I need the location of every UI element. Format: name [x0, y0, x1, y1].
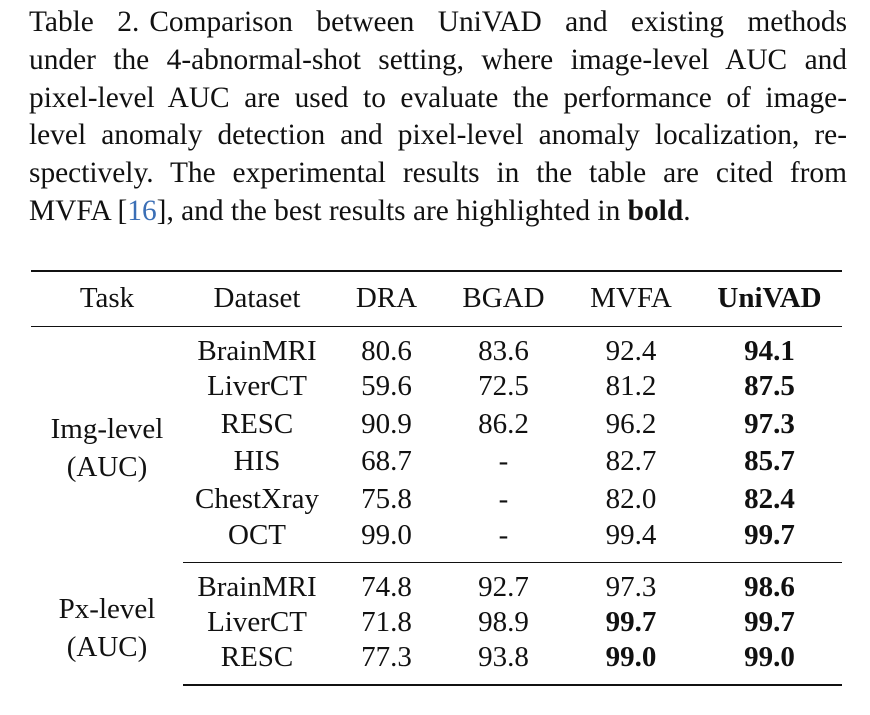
dra-cell: 71.8 [361, 606, 412, 639]
bgad-cell: 86.2 [478, 407, 529, 440]
caption-label: Table 2. [29, 6, 140, 38]
caption-text-6c: . [683, 194, 691, 227]
mvfa-cell: 99.4 [565, 518, 697, 563]
dra-cell: 74.8 [361, 570, 412, 603]
dataset-cell: ChestXray [194, 483, 320, 516]
mvfa-cell: 96.2 [605, 407, 657, 440]
header-mvfa: MVFA [565, 271, 697, 327]
table-header: Task Dataset DRA BGAD MVFA UniVAD [31, 271, 842, 327]
task-cell-px-level: Px-level (AUC) [31, 562, 183, 685]
px-level-group: Px-level (AUC) BrainMRI 74.8 92.7 97.3 98… [31, 562, 842, 687]
header-task: Task [31, 271, 183, 327]
results-table: Task Dataset DRA BGAD MVFA UniVAD Img-le… [31, 270, 842, 687]
table-caption: Table 2. Comparison between UniVAD and ex… [29, 4, 847, 231]
bgad-cell: 72.5 [478, 369, 529, 402]
dra-cell: 75.8 [361, 483, 412, 516]
univad-cell: 99.7 [697, 518, 842, 563]
img-level-group: Img-level (AUC) BrainMRI 80.6 83.6 92.4 9… [31, 326, 842, 563]
bgad-cell: - [498, 483, 509, 516]
dra-cell: 68.7 [361, 445, 412, 478]
header-dra: DRA [331, 271, 442, 327]
caption-line-4: level anomaly detection and pixel-level … [29, 119, 847, 152]
table-row: LiverCT 71.8 98.9 99.7 99.7 [31, 604, 842, 642]
bgad-cell: - [498, 445, 509, 478]
task-label-line1: Img-level [50, 413, 164, 446]
univad-cell: 82.4 [744, 483, 795, 516]
dataset-cell: LiverCT [207, 606, 307, 639]
table-row: Px-level (AUC) BrainMRI 74.8 92.7 97.3 98… [31, 562, 842, 663]
univad-cell: 99.0 [697, 641, 842, 687]
header-dataset: Dataset [183, 271, 331, 327]
table-row: LiverCT 59.6 72.5 81.2 87.5 [31, 368, 842, 406]
table-row: RESC 90.9 86.2 96.2 97.3 [31, 405, 842, 443]
dra-cell: 99.0 [331, 518, 442, 563]
univad-cell: 85.7 [744, 445, 795, 478]
caption-line-2: under the 4-abnormal-shot setting, where… [29, 43, 847, 76]
header-univad: UniVAD [697, 271, 842, 327]
task-label-line1: Px-level [58, 592, 156, 625]
mvfa-cell: 92.4 [605, 334, 657, 367]
table-row: RESC 77.3 93.8 99.0 99.0 [31, 641, 842, 687]
dataset-cell: BrainMRI [197, 334, 317, 367]
mvfa-cell: 82.0 [605, 483, 657, 516]
caption-line-5: spectively. The experimental results in … [29, 157, 847, 190]
table-row: HIS 68.7 - 82.7 85.7 [31, 443, 842, 481]
bgad-cell: 98.9 [478, 606, 529, 639]
caption-line-1: Table 2. Comparison between UniVAD and ex… [29, 4, 847, 42]
univad-cell: 97.3 [744, 407, 795, 440]
mvfa-cell: 82.7 [605, 445, 657, 478]
mvfa-cell: 97.3 [605, 570, 657, 603]
dra-cell: 90.9 [361, 407, 412, 440]
citation-link[interactable]: 16 [127, 194, 157, 227]
dra-cell: 80.6 [361, 334, 412, 367]
table-row: Img-level (AUC) BrainMRI 80.6 83.6 92.4 9… [31, 326, 842, 484]
task-label-line2: (AUC) [66, 451, 148, 484]
dataset-cell: OCT [183, 518, 331, 563]
dataset-cell: LiverCT [207, 369, 307, 402]
task-cell-img-level: Img-level (AUC) [31, 326, 183, 562]
caption-text-6a: MVFA [ [29, 194, 128, 227]
mvfa-cell: 99.0 [565, 641, 697, 687]
task-label-line2: (AUC) [66, 630, 148, 663]
header-bgad: BGAD [442, 271, 565, 327]
dataset-cell: BrainMRI [197, 570, 317, 603]
caption-line-3: pixel-level AUC are used to evaluate the… [29, 81, 847, 114]
univad-cell: 87.5 [744, 369, 795, 402]
univad-cell: 98.6 [744, 570, 795, 603]
caption-line-6: MVFA [16], and the best results are high… [29, 193, 847, 231]
mvfa-cell: 99.7 [605, 606, 657, 639]
bgad-cell: - [442, 518, 565, 563]
dataset-cell: RESC [183, 641, 331, 687]
bgad-cell: 83.6 [478, 334, 529, 367]
table-row: ChestXray 75.8 - 82.0 82.4 [31, 481, 842, 519]
univad-cell: 94.1 [744, 334, 795, 367]
caption-text-1: Comparison between UniVAD and existing m… [149, 6, 848, 38]
dra-cell: 59.6 [361, 369, 412, 402]
dra-cell: 77.3 [331, 641, 442, 687]
table-row: OCT 99.0 - 99.4 99.7 [31, 518, 842, 563]
univad-cell: 99.7 [744, 606, 795, 639]
dataset-cell: RESC [220, 407, 294, 440]
mvfa-cell: 81.2 [605, 369, 657, 402]
caption-bold-word: bold [627, 194, 684, 227]
dataset-cell: HIS [233, 445, 281, 478]
bgad-cell: 92.7 [478, 570, 529, 603]
header-row: Task Dataset DRA BGAD MVFA UniVAD [31, 271, 842, 327]
caption-text-6b: ], and the best results are highlighted … [156, 194, 628, 227]
bgad-cell: 93.8 [442, 641, 565, 687]
